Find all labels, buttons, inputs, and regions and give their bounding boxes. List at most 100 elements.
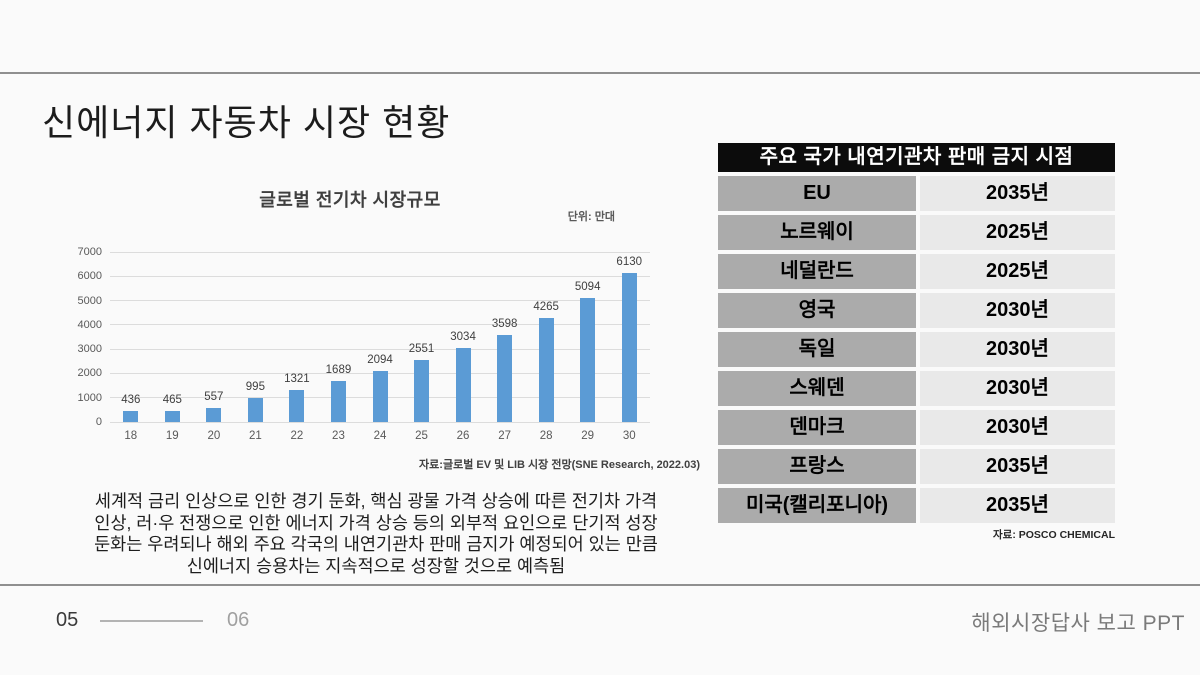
chart-gridline: [110, 300, 650, 302]
year-cell: 2030년: [920, 371, 1115, 406]
x-axis-tick: 30: [622, 430, 636, 442]
chart-gridline: [110, 324, 650, 326]
page-number-total: 06: [227, 609, 250, 631]
chart-title: 글로벌 전기차 시장규모: [259, 190, 441, 210]
y-axis-tick: 3000: [77, 343, 102, 356]
bar-value-label: 3034: [450, 331, 476, 344]
chart-bar: [580, 298, 596, 422]
chart-gridline: [110, 348, 650, 350]
ev-market-chart: 글로벌 전기차 시장규모 단위: 만대 0 1000 2000 3000 4000 500…: [55, 186, 700, 486]
footer-line: [100, 620, 203, 622]
chart-gridline: [110, 251, 650, 253]
bar-value-label: 2551: [408, 343, 435, 356]
bar-value-label: 465: [162, 393, 182, 406]
chart-bar: [538, 318, 554, 422]
summary-line: 둔화는 우려되나 해외 주요 각국의 내연기관차 판매 금지가 예정되어 있는 …: [94, 534, 658, 554]
x-axis-tick: 25: [415, 430, 428, 442]
page-title: 신에너지 자동차 시장 현황: [42, 102, 451, 143]
chart-bar: [330, 380, 346, 422]
chart-bar: [247, 397, 263, 422]
x-axis-tick: 23: [332, 430, 345, 442]
country-cell: 네덜란드: [718, 254, 916, 289]
x-axis-tick: 21: [248, 430, 262, 442]
bar-value-label: 557: [204, 391, 224, 404]
y-axis-tick: 6000: [77, 270, 102, 283]
bar-value-label: 3598: [491, 317, 518, 330]
ban-table-rows: EU 2035년 노르웨이 2025년 네덜란드 2025년 영국 2030년 독일 2030년 스…: [718, 176, 1115, 523]
country-cell: EU: [718, 176, 916, 211]
bar-value-label: 1689: [325, 363, 352, 376]
country-cell: 독일: [718, 332, 916, 367]
x-axis-tick: 24: [373, 430, 387, 442]
table-row: 미국(캘리포니아) 2035년: [718, 488, 1115, 523]
chart-bar: [289, 389, 305, 422]
chart-source: 자료:글로벌 EV 및 LIB 시장 전망(SNE Research, 2022…: [419, 459, 700, 471]
bar-value-label: 436: [121, 394, 141, 407]
bar-value-label: 1321: [284, 372, 310, 385]
bottom-divider-line: [0, 584, 1200, 586]
x-axis-tick: 20: [207, 430, 221, 442]
summary-line: 세계적 금리 인상으로 인한 경기 둔화, 핵심 광물 가격 상승에 따른 전기…: [94, 491, 658, 511]
country-cell: 영국: [718, 293, 916, 328]
ban-table: 주요 국가 내연기관차 판매 금지 시점 EU 2035년 노르웨이 2025년 네덜란…: [718, 143, 1115, 542]
y-axis-tick: 4000: [77, 318, 102, 331]
chart-plot: 0 1000 2000 3000 4000 5000 6000 7000 436 18 465 19 5…: [78, 246, 650, 442]
table-row: 독일 2030년: [718, 332, 1115, 367]
year-cell: 2030년: [920, 293, 1115, 328]
chart-bar: [164, 410, 180, 422]
ban-table-title: 주요 국가 내연기관차 판매 금지 시점: [718, 143, 1115, 172]
x-axis-tick: 18: [124, 430, 138, 442]
bar-value-label: 6130: [616, 256, 643, 269]
page-number-current: 05: [56, 609, 79, 631]
ban-table-source: 자료: POSCO CHEMICAL: [993, 529, 1115, 541]
y-axis-tick: 7000: [77, 246, 102, 258]
year-cell: 2030년: [920, 410, 1115, 445]
chart-bar: [414, 360, 430, 422]
chart-bar: [372, 371, 388, 422]
country-cell: 노르웨이: [718, 215, 916, 250]
country-cell: 프랑스: [718, 449, 916, 484]
year-cell: 2025년: [920, 254, 1115, 289]
summary-line: 인상, 러·우 전쟁으로 인한 에너지 가격 상승 등의 외부적 요인으로 단기…: [94, 512, 658, 533]
year-cell: 2035년: [920, 176, 1115, 211]
y-axis-tick: 5000: [77, 294, 102, 307]
y-axis-tick: 1000: [77, 391, 102, 404]
country-cell: 미국(캘리포니아): [718, 488, 916, 523]
chart-bar: [123, 411, 139, 422]
bar-value-label: 995: [245, 380, 265, 393]
chart-gridline: [110, 275, 650, 277]
year-cell: 2035년: [920, 449, 1115, 484]
year-cell: 2030년: [920, 332, 1115, 367]
chart-bar: [206, 408, 222, 422]
x-axis-tick: 29: [581, 430, 595, 442]
top-divider-line: [0, 72, 1200, 74]
chart-bar: [455, 348, 471, 422]
country-cell: 스웨덴: [718, 371, 916, 406]
chart-bar: [621, 273, 637, 422]
summary-paragraph: 세계적 금리 인상으로 인한 경기 둔화, 핵심 광물 가격 상승에 따른 전기…: [40, 491, 712, 577]
summary-line: 신에너지 승용차는 지속적으로 성장할 것으로 예측됨: [186, 555, 566, 576]
chart-unit-label: 단위: 만대: [567, 211, 615, 223]
chart-bar: [497, 334, 513, 422]
y-axis-tick: 2000: [77, 367, 102, 380]
country-cell: 덴마크: [718, 410, 916, 445]
table-row: 프랑스 2035년: [718, 449, 1115, 484]
bar-value-label: 2094: [367, 354, 393, 367]
year-cell: 2025년: [920, 215, 1115, 250]
chart-gridline: [110, 421, 650, 423]
table-row: 영국 2030년: [718, 293, 1115, 328]
year-cell: 2035년: [920, 488, 1115, 523]
x-axis-tick: 19: [165, 430, 179, 442]
bar-value-label: 4265: [533, 301, 559, 314]
table-row: 스웨덴 2030년: [718, 371, 1115, 406]
x-axis-tick: 28: [539, 430, 553, 442]
x-axis-tick: 22: [290, 430, 304, 442]
table-row: EU 2035년: [718, 176, 1115, 211]
table-row: 노르웨이 2025년: [718, 215, 1115, 250]
table-row: 덴마크 2030년: [718, 410, 1115, 445]
x-axis-tick: 27: [498, 430, 511, 442]
footer-report-title: 해외시장답사 보고 PPT: [971, 612, 1185, 635]
table-row: 네덜란드 2025년: [718, 254, 1115, 289]
x-axis-tick: 26: [456, 430, 470, 442]
bar-value-label: 5094: [574, 281, 601, 294]
